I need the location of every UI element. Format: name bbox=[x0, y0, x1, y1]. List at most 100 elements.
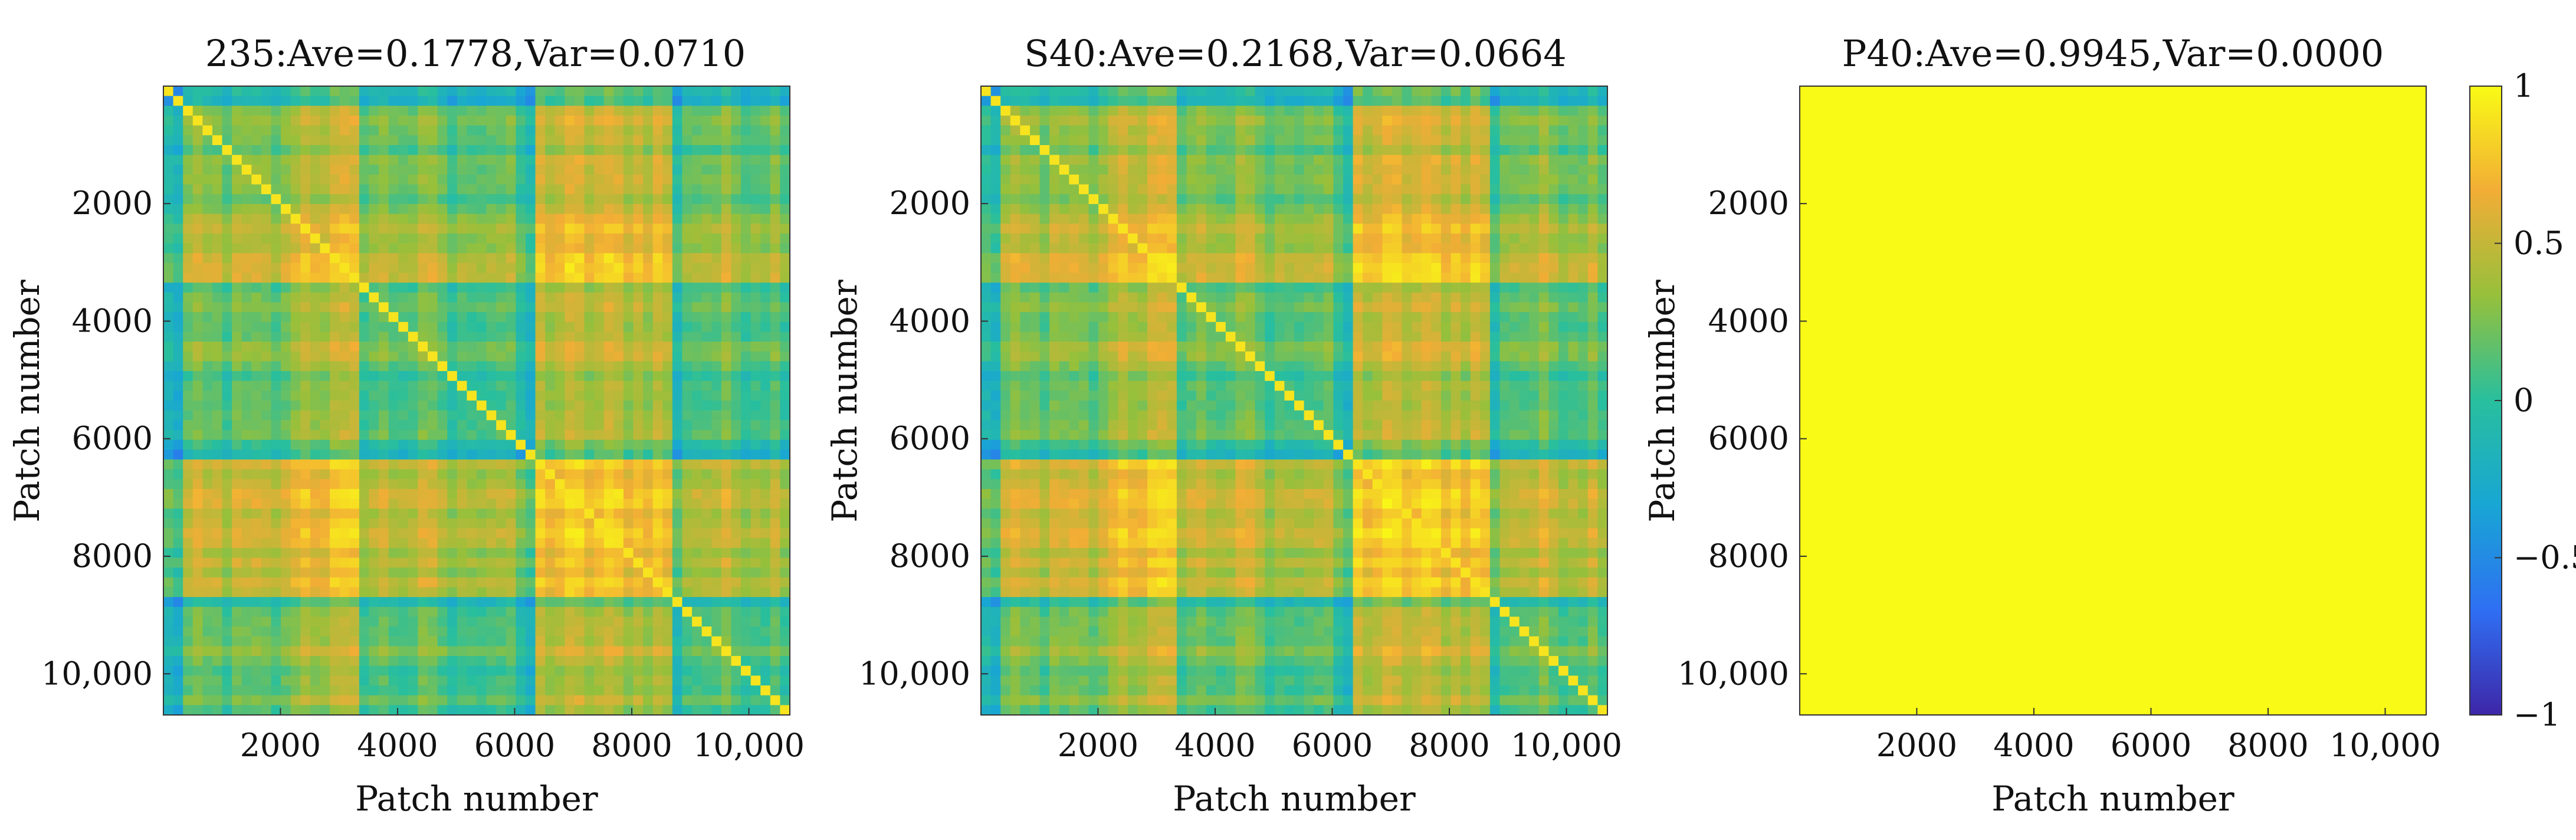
heatmap-cell bbox=[535, 145, 546, 156]
heatmap-cell bbox=[1440, 106, 1452, 116]
heatmap-cell bbox=[192, 498, 203, 509]
heatmap-cell bbox=[623, 518, 634, 529]
heatmap-cell bbox=[770, 253, 780, 264]
heatmap-cell bbox=[486, 685, 497, 696]
heatmap-cell bbox=[565, 253, 575, 264]
heatmap-cell bbox=[418, 401, 428, 411]
heatmap-cell bbox=[594, 469, 605, 480]
heatmap-cell bbox=[603, 253, 614, 264]
heatmap-cell bbox=[349, 646, 360, 657]
heatmap-cell bbox=[623, 391, 634, 401]
heatmap-cell bbox=[192, 165, 203, 175]
heatmap-cell bbox=[574, 174, 585, 185]
heatmap-cell bbox=[594, 705, 605, 716]
heatmap-cell bbox=[662, 459, 673, 470]
heatmap-cell bbox=[721, 626, 732, 637]
heatmap-cell bbox=[770, 214, 780, 224]
heatmap-cell bbox=[477, 321, 487, 333]
heatmap-cell bbox=[1431, 115, 1442, 126]
heatmap-cell bbox=[1039, 125, 1050, 136]
heatmap-cell bbox=[477, 577, 487, 588]
heatmap-cell bbox=[565, 321, 575, 333]
heatmap-cell bbox=[613, 224, 624, 234]
heatmap-cell bbox=[1137, 115, 1148, 126]
heatmap-cell bbox=[701, 459, 712, 470]
heatmap-cell bbox=[545, 380, 556, 391]
heatmap-cell bbox=[1225, 106, 1236, 116]
heatmap-cell bbox=[525, 587, 536, 598]
heatmap-cell bbox=[379, 262, 389, 274]
heatmap-cell bbox=[398, 184, 409, 195]
heatmap-cell bbox=[990, 174, 1001, 185]
heatmap-cell bbox=[457, 302, 467, 313]
heatmap-cell bbox=[721, 184, 732, 195]
heatmap-cell bbox=[672, 145, 683, 156]
heatmap-cell bbox=[447, 233, 458, 244]
heatmap-cell bbox=[603, 449, 614, 460]
heatmap-cell bbox=[643, 145, 654, 156]
heatmap-cell bbox=[1078, 145, 1090, 156]
heatmap-cell bbox=[467, 243, 477, 254]
heatmap-cell bbox=[251, 361, 262, 372]
heatmap-cell bbox=[1284, 86, 1295, 97]
heatmap-cell bbox=[1323, 155, 1334, 165]
heatmap-cell bbox=[379, 361, 389, 372]
heatmap-cell bbox=[750, 351, 761, 362]
heatmap-cell bbox=[535, 214, 546, 224]
heatmap-cell bbox=[212, 262, 223, 274]
heatmap-cell bbox=[1069, 96, 1079, 106]
heatmap-cell bbox=[1235, 155, 1246, 165]
heatmap-cell bbox=[643, 606, 654, 618]
heatmap-cell bbox=[652, 283, 663, 293]
heatmap-cell bbox=[271, 243, 281, 254]
heatmap-cell bbox=[643, 410, 654, 421]
heatmap-cell bbox=[388, 115, 399, 126]
heatmap-cell bbox=[574, 420, 585, 431]
heatmap-cell bbox=[428, 577, 438, 588]
heatmap-cell bbox=[711, 262, 722, 274]
heatmap-cell bbox=[760, 469, 771, 480]
heatmap-cell bbox=[437, 626, 448, 637]
heatmap-cell bbox=[232, 498, 242, 509]
heatmap-cell bbox=[692, 115, 703, 126]
heatmap-cell bbox=[477, 695, 487, 706]
heatmap-cell bbox=[281, 587, 291, 598]
heatmap-cell bbox=[574, 439, 585, 450]
heatmap-cell bbox=[770, 479, 780, 490]
heatmap-cell bbox=[770, 469, 780, 480]
heatmap-cell bbox=[222, 332, 232, 342]
heatmap-cell bbox=[652, 292, 663, 303]
heatmap-cell bbox=[701, 253, 712, 264]
heatmap-cell bbox=[554, 361, 565, 372]
heatmap-cell bbox=[192, 243, 203, 254]
heatmap-cell bbox=[692, 125, 703, 136]
heatmap-cell bbox=[565, 214, 575, 224]
heatmap-cell bbox=[525, 626, 536, 637]
heatmap-cell bbox=[183, 115, 193, 126]
heatmap-cell bbox=[173, 204, 183, 215]
heatmap-cell bbox=[320, 312, 330, 323]
heatmap-cell bbox=[1372, 135, 1383, 146]
heatmap-cell bbox=[506, 557, 516, 568]
heatmap-cell bbox=[281, 115, 291, 126]
heatmap-cell bbox=[320, 597, 330, 608]
heatmap-cell bbox=[457, 292, 467, 303]
heatmap-cell bbox=[760, 665, 771, 676]
heatmap-cell bbox=[349, 184, 360, 195]
heatmap-cell bbox=[1421, 135, 1432, 146]
heatmap-cell bbox=[183, 401, 193, 411]
heatmap-cell bbox=[1206, 96, 1216, 106]
heatmap-cell bbox=[467, 439, 477, 450]
heatmap-cell bbox=[613, 262, 624, 274]
heatmap-cell bbox=[594, 695, 605, 706]
heatmap-cell bbox=[379, 538, 389, 549]
heatmap-cell bbox=[183, 508, 193, 519]
heatmap-cell bbox=[369, 214, 379, 224]
heatmap-cell bbox=[594, 224, 605, 234]
heatmap-cell bbox=[1421, 96, 1432, 106]
heatmap-cell bbox=[437, 401, 448, 411]
heatmap-cell bbox=[271, 253, 281, 264]
heatmap-cell bbox=[349, 705, 360, 716]
heatmap-cell bbox=[1118, 194, 1128, 205]
heatmap-cell bbox=[349, 538, 360, 549]
